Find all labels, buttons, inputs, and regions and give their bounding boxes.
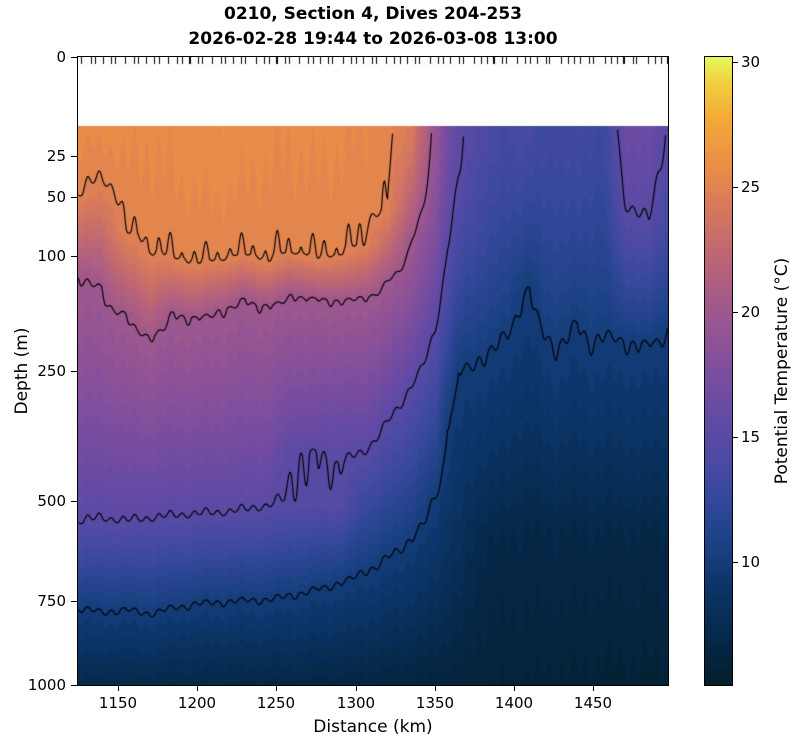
colorbar-tick-label: 15: [741, 428, 761, 446]
x-tick-label: 1350: [415, 694, 455, 712]
y-tick: [71, 57, 77, 58]
x-tick-label: 1150: [98, 694, 138, 712]
colorbar-tick-label: 10: [741, 553, 761, 571]
colorbar-label: Potential Temperature (°C): [772, 257, 792, 485]
plot-frame: [77, 56, 669, 686]
x-tick-label: 1400: [494, 694, 534, 712]
x-axis-label: Distance (km): [313, 717, 433, 737]
x-tick: [276, 686, 277, 691]
y-tick: [71, 371, 77, 372]
y-tick-label: 25: [46, 147, 66, 165]
colorbar-tick: [733, 62, 738, 63]
x-tick: [356, 686, 357, 691]
x-tick-label: 1450: [573, 694, 613, 712]
colorbar-tick: [733, 187, 738, 188]
y-tick: [71, 501, 77, 502]
colorbar-tick-label: 30: [741, 53, 761, 71]
section-contour-plot: [78, 57, 668, 685]
x-tick: [435, 686, 436, 691]
colorbar-tick: [733, 312, 738, 313]
y-tick-label: 750: [37, 592, 66, 610]
x-tick: [197, 686, 198, 691]
y-tick-label: 100: [37, 247, 66, 265]
x-tick-label: 1300: [336, 694, 376, 712]
x-tick-label: 1200: [177, 694, 217, 712]
y-tick: [71, 156, 77, 157]
x-tick: [514, 686, 515, 691]
y-tick: [71, 685, 77, 686]
figure-title: 0210, Section 4, Dives 204-253: [223, 4, 522, 24]
y-tick: [71, 256, 77, 257]
y-tick-label: 1000: [27, 676, 66, 694]
x-tick-label: 1250: [256, 694, 296, 712]
y-tick-label: 500: [37, 492, 66, 510]
y-tick: [71, 601, 77, 602]
colorbar-tick-label: 25: [741, 178, 761, 196]
colorbar-tick-label: 20: [741, 303, 761, 321]
x-tick: [118, 686, 119, 691]
colorbar-tick: [733, 437, 738, 438]
y-tick: [71, 197, 77, 198]
colorbar-tick: [733, 562, 738, 563]
y-tick-label: 250: [37, 362, 66, 380]
y-tick-label: 0: [56, 48, 66, 66]
figure-subtitle: 2026-02-28 19:44 to 2026-03-08 13:00: [188, 29, 558, 49]
y-tick-label: 50: [46, 188, 66, 206]
colorbar: [704, 56, 733, 686]
x-tick: [593, 686, 594, 691]
